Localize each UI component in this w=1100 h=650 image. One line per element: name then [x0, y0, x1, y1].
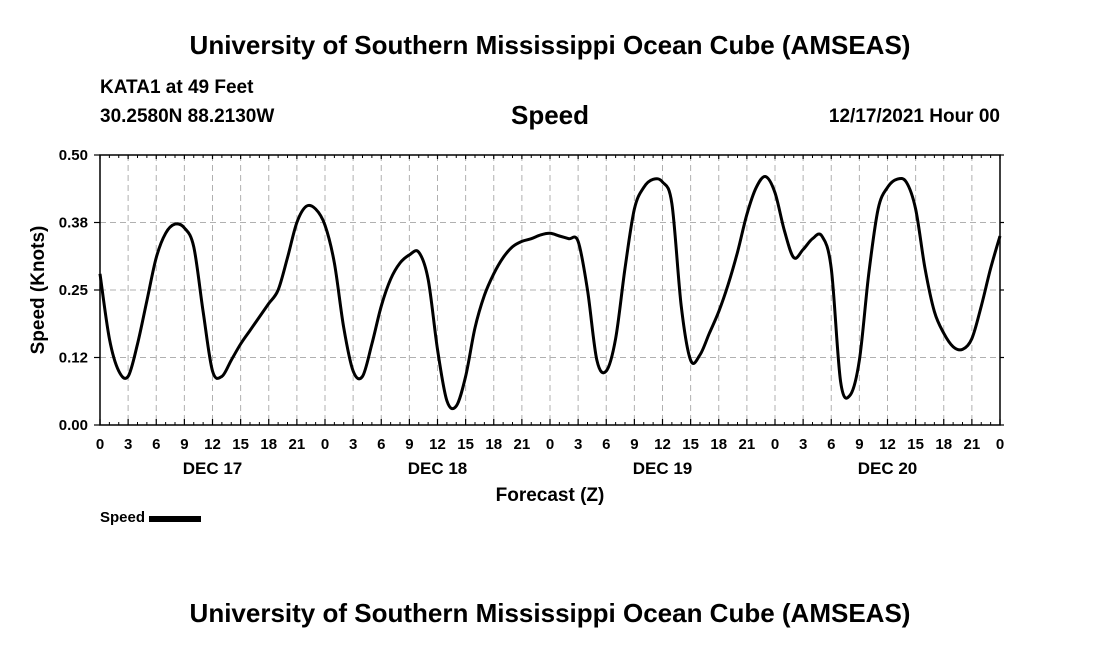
- y-tick-label: 0.38: [59, 215, 88, 232]
- x-tick-label: 6: [602, 436, 610, 453]
- x-tick-label: 21: [739, 436, 756, 453]
- y-tick-label: 0.12: [59, 350, 88, 367]
- x-tick-label: 12: [204, 436, 221, 453]
- coordinates-label: 30.2580N 88.2130W: [100, 106, 275, 127]
- x-tick-label: 21: [289, 436, 306, 453]
- chart-title: University of Southern Mississippi Ocean…: [189, 30, 911, 60]
- variable-title: Speed: [510, 100, 590, 130]
- x-tick-label: 18: [260, 436, 277, 453]
- x-axis-label: Forecast (Z): [496, 485, 605, 506]
- x-tick-label: 3: [349, 436, 357, 453]
- station-label: KATA1 at 49 Feet: [100, 77, 254, 98]
- x-tick-label: 15: [682, 436, 699, 453]
- x-tick-label: 3: [124, 436, 132, 453]
- x-tick-label: 12: [654, 436, 671, 453]
- legend: Speed: [100, 509, 202, 526]
- day-label: DEC 20: [858, 459, 918, 478]
- x-tick-label: 18: [710, 436, 727, 453]
- x-tick-label: 6: [827, 436, 835, 453]
- x-tick-label: 9: [630, 436, 638, 453]
- x-tick-label: 21: [964, 436, 981, 453]
- forecast-datetime: 12/17/2021 Hour 00: [828, 106, 1000, 127]
- y-axis-label: Speed (Knots): [28, 226, 49, 355]
- x-tick-label: 18: [935, 436, 952, 453]
- x-tick-label: 0: [546, 436, 554, 453]
- day-label: DEC 17: [183, 459, 243, 478]
- x-tick-label: 21: [514, 436, 531, 453]
- x-tick-label: 6: [377, 436, 385, 453]
- footer-title: University of Southern Mississippi Ocean…: [189, 598, 911, 628]
- x-tick-label: 0: [321, 436, 329, 453]
- day-label: DEC 18: [408, 459, 468, 478]
- x-tick-label: 9: [405, 436, 413, 453]
- legend-swatch: [149, 516, 202, 522]
- legend-label: Speed: [100, 509, 146, 526]
- x-tick-label: 3: [574, 436, 582, 453]
- day-label: DEC 19: [633, 459, 693, 478]
- speed-series-line: [98, 175, 1002, 411]
- x-tick-label: 0: [996, 436, 1004, 453]
- x-tick-label: 3: [799, 436, 807, 453]
- x-tick-label: 15: [457, 436, 474, 453]
- x-tick-label: 18: [485, 436, 502, 453]
- y-tick-label: 0.25: [59, 282, 88, 299]
- x-tick-label: 15: [907, 436, 924, 453]
- x-tick-label: 12: [429, 436, 446, 453]
- y-tick-label: 0.50: [59, 147, 88, 164]
- x-tick-label: 0: [771, 436, 779, 453]
- x-tick-label: 15: [232, 436, 249, 453]
- x-tick-label: 12: [879, 436, 896, 453]
- x-tick-label: 9: [180, 436, 188, 453]
- grid: [100, 155, 1000, 425]
- axis-labels: 0 3 6 9 12 15 18 21 0 3 6 9 12 15 18 21 0 3 6 9 12 15 18 21 0 3 6 9…: [59, 147, 1004, 478]
- x-tick-label: 9: [855, 436, 863, 453]
- plot-frame: [99, 154, 1001, 426]
- x-tick-label: 6: [152, 436, 160, 453]
- x-tick-label: 0: [96, 436, 104, 453]
- y-tick-label: 0.00: [59, 417, 88, 434]
- series-layer: [98, 175, 1002, 411]
